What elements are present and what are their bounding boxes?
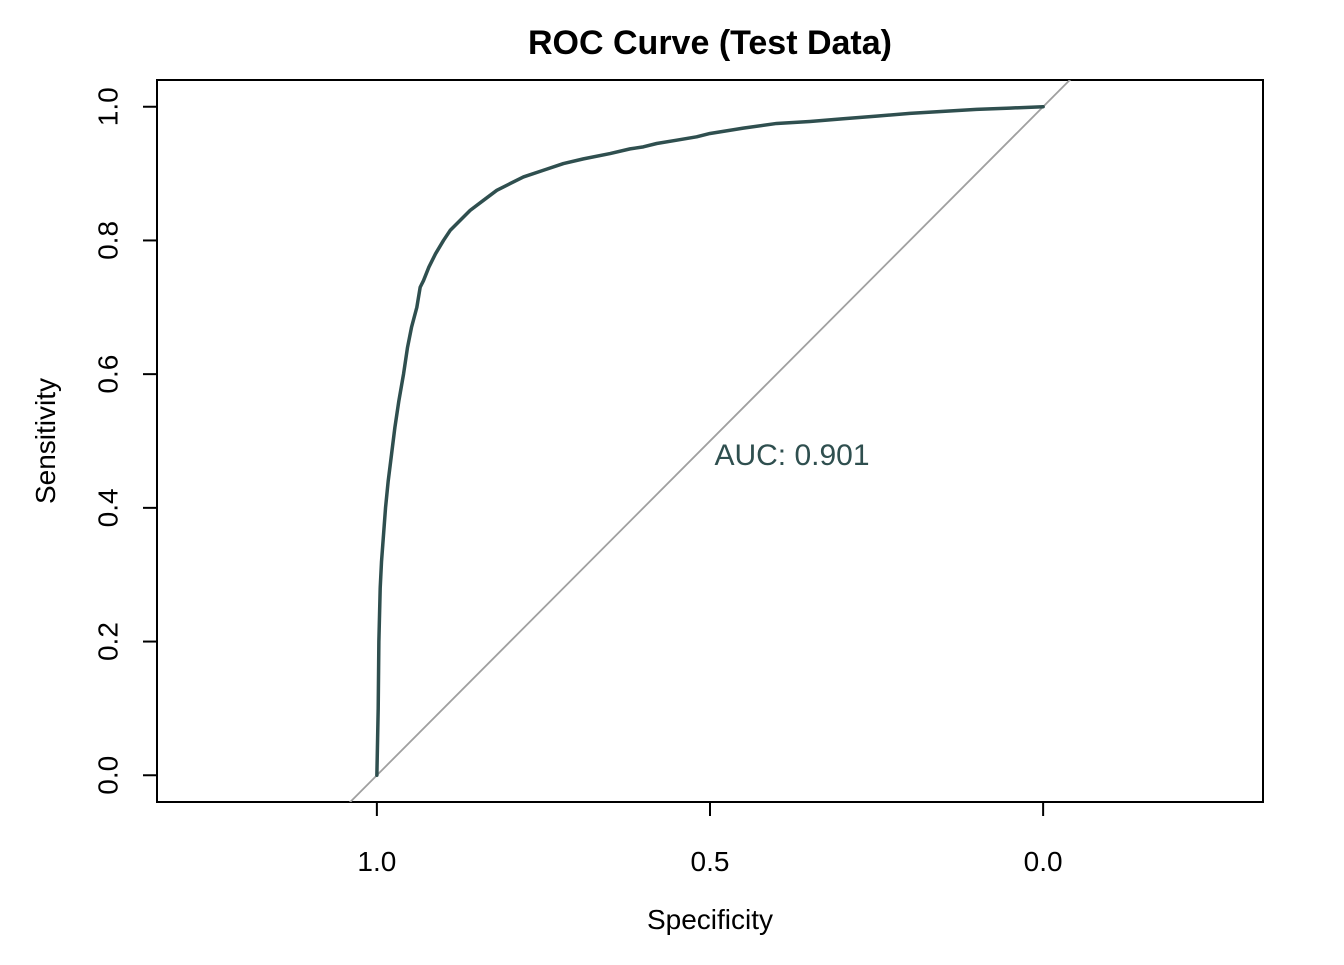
y-tick-label: 0.0 [92, 756, 123, 795]
y-ticks: 0.0 0.2 0.4 0.6 0.8 1.0 [92, 87, 157, 795]
x-ticks: 1.0 0.5 0.0 [357, 802, 1063, 877]
y-tick-label: 0.2 [92, 622, 123, 661]
x-tick-label: 0.0 [1024, 846, 1063, 877]
reference-line-group [348, 80, 1072, 802]
roc-curve-group [375, 104, 1045, 778]
y-tick-label: 0.8 [92, 221, 123, 260]
y-axis-label: Sensitivity [30, 378, 61, 504]
x-axis-label: Specificity [647, 904, 773, 935]
roc-curve-line [375, 104, 1045, 778]
x-tick-label: 0.5 [691, 846, 730, 877]
auc-annotation: AUC: 0.901 [714, 439, 869, 472]
chart-title: ROC Curve (Test Data) [528, 24, 892, 62]
x-tick-label: 1.0 [357, 846, 396, 877]
y-tick-label: 0.6 [92, 355, 123, 394]
y-tick-label: 1.0 [92, 87, 123, 126]
reference-diagonal-line [348, 80, 1072, 802]
y-tick-label: 0.4 [92, 488, 123, 527]
